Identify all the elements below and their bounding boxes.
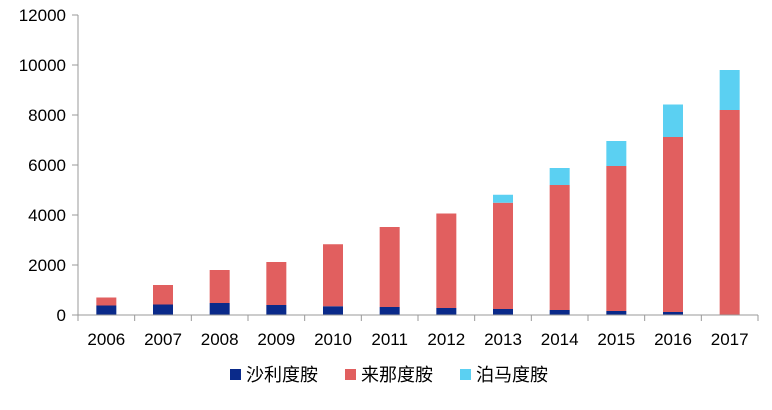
y-tick-label: 4000: [28, 206, 66, 225]
y-tick-label: 0: [57, 306, 66, 325]
x-tick-label: 2011: [371, 330, 408, 349]
bar-segment-series-0: [323, 306, 343, 315]
y-tick-label: 2000: [28, 256, 66, 275]
x-tick-label: 2017: [711, 330, 749, 349]
x-tick-label: 2007: [144, 330, 182, 349]
bar-segment-series-0: [493, 309, 513, 315]
bar-segment-series-1: [549, 185, 570, 310]
bar-segment-series-2: [719, 70, 740, 110]
bar-segment-series-1: [719, 110, 740, 315]
x-tick-label: 2012: [427, 330, 465, 349]
y-tick-label: 12000: [19, 6, 66, 25]
legend-label: 来那度胺: [361, 365, 433, 386]
bar-segment-series-2: [663, 104, 683, 137]
bar-segment-series-1: [96, 297, 117, 306]
y-tick-label: 10000: [19, 56, 66, 75]
bar-segment-series-0: [549, 310, 570, 315]
bar-segment-series-0: [663, 312, 683, 315]
bar-segment-series-0: [606, 311, 627, 315]
x-tick-label: 2009: [257, 330, 295, 349]
y-axis-ticks: 0 2000 4000 6000 8000 10000 12000: [19, 6, 78, 325]
bar-segment-series-0: [436, 308, 457, 315]
bar-segment-series-1: [436, 213, 457, 308]
x-tick-label: 2010: [314, 330, 352, 349]
bar-segment-series-1: [606, 166, 627, 311]
bar-segment-series-1: [266, 262, 287, 305]
x-tick-label: 2015: [597, 330, 635, 349]
bar-segment-series-2: [493, 194, 513, 203]
legend-swatch: [460, 369, 471, 380]
legend-label: 沙利度胺: [246, 365, 318, 386]
bar-segment-series-0: [153, 304, 173, 315]
bars-group: [96, 70, 740, 315]
bar-segment-series-1: [209, 270, 230, 303]
bar-segment-series-1: [663, 137, 683, 312]
bar-segment-series-0: [96, 305, 117, 315]
x-axis-ticks: 2006 2007 2008 2009 2010 2011 2012 2013 2014 2015…: [77, 315, 759, 349]
bar-segment-series-2: [549, 168, 570, 185]
bar-segment-series-1: [323, 244, 343, 307]
x-tick-label: 2013: [484, 330, 522, 349]
legend-swatch: [230, 369, 241, 380]
bar-segment-series-1: [379, 227, 400, 307]
bar-segment-series-2: [606, 141, 627, 166]
x-tick-label: 2016: [654, 330, 692, 349]
bar-segment-series-0: [266, 305, 287, 315]
x-tick-label: 2008: [201, 330, 239, 349]
bar-segment-series-1: [153, 285, 173, 305]
y-tick-label: 6000: [28, 156, 66, 175]
legend: 沙利度胺 来那度胺 泊马度胺: [230, 365, 548, 386]
bar-segment-series-0: [209, 303, 230, 315]
x-tick-label: 2006: [87, 330, 125, 349]
x-tick-label: 2014: [541, 330, 579, 349]
bar-segment-series-0: [379, 307, 400, 315]
plot-area: 0 2000 4000 6000 8000 10000 12000 2006 2007 2008…: [19, 6, 759, 349]
bar-segment-series-1: [493, 202, 513, 309]
y-tick-label: 8000: [28, 106, 66, 125]
legend-swatch: [345, 369, 356, 380]
legend-label: 泊马度胺: [476, 365, 548, 386]
